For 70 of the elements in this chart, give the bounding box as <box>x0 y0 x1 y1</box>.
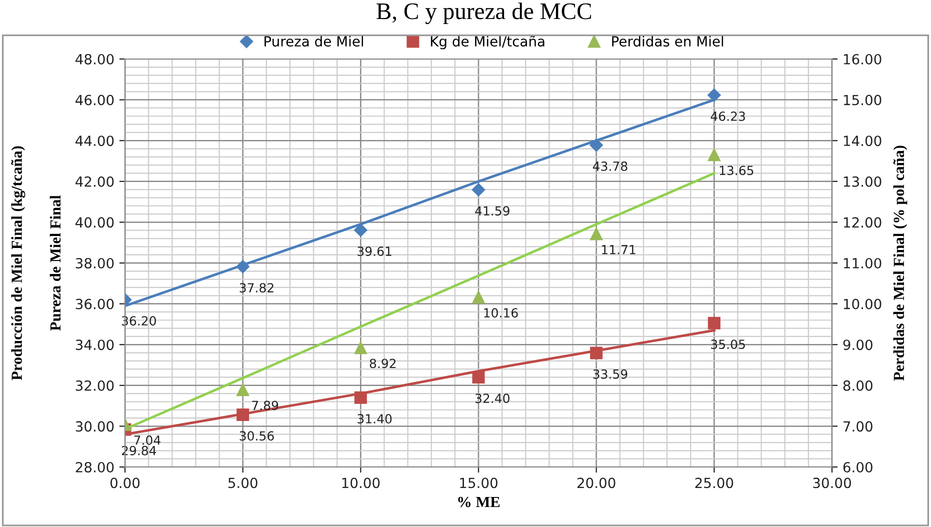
y-tick-label: 32.00 <box>76 380 114 391</box>
x-axis-title: % ME <box>458 496 500 508</box>
data-label: 7.89 <box>252 400 278 410</box>
data-label: 43.78 <box>592 161 628 171</box>
data-label: 13.65 <box>720 166 754 176</box>
point <box>236 408 250 422</box>
data-label: 33.59 <box>593 369 628 379</box>
point <box>590 346 603 360</box>
y-tick-label: 38.00 <box>76 258 114 268</box>
x-tick-label: 10.00 <box>342 478 380 488</box>
y2-tick-label: 6.00 <box>843 462 872 472</box>
y-tick-label: 46.00 <box>76 94 114 106</box>
text: Producción de Miel Final (kg/tcaña) <box>11 146 26 380</box>
y2-tick-label: 8.00 <box>843 380 872 391</box>
y-tick-label: 42.00 <box>76 176 114 187</box>
y-axis-title: Pureza de Miel Final <box>50 195 61 331</box>
data-label: 7.04 <box>134 435 160 445</box>
y2-axis-title: Perdidas de Miel Final (% pol caña) <box>893 146 908 381</box>
data-label: 39.61 <box>358 246 392 256</box>
point <box>354 342 367 354</box>
data-label: 35.05 <box>711 340 745 350</box>
x-tick-label: 0.00 <box>110 478 140 488</box>
point <box>236 260 250 274</box>
y2-tick-label: 11.00 <box>844 258 882 268</box>
y2-tick-label: 15.00 <box>844 94 882 106</box>
point <box>472 183 486 196</box>
data-label: 41.59 <box>475 206 510 216</box>
legend-label: Perdidas en Miel <box>612 36 724 47</box>
x-tick-label: 30.00 <box>813 478 851 488</box>
chart-title: B, C y pureza de MCC <box>376 2 592 24</box>
y-tick-label: 36.00 <box>76 298 114 310</box>
x-tick-label: 5.00 <box>228 478 258 488</box>
y2-tick-label: 16.00 <box>844 54 882 64</box>
y2-tick-label: 9.00 <box>843 340 872 350</box>
y-tick-label: 30.00 <box>76 421 114 432</box>
y-tick-label: 48.00 <box>76 54 114 64</box>
x-tick-label: 15.00 <box>460 478 498 488</box>
data-label: 8.92 <box>370 358 396 368</box>
x-tick-label: 20.00 <box>577 478 616 488</box>
data-label: 30.56 <box>240 431 274 441</box>
data-label: 11.71 <box>602 245 636 254</box>
y2-tick-label: 7.00 <box>844 421 872 432</box>
point <box>708 316 720 330</box>
data-label: 36.20 <box>122 316 156 326</box>
x-tick-label: 25.00 <box>695 478 734 488</box>
data-label: 32.40 <box>475 394 510 404</box>
y2-tick-label: 14.00 <box>844 136 882 146</box>
data-label: 31.40 <box>358 414 392 424</box>
point <box>590 138 603 152</box>
y-tick-label: 44.00 <box>76 136 114 146</box>
y-tick-label: 34.00 <box>76 340 114 350</box>
data-label: 10.16 <box>484 308 518 318</box>
point <box>472 370 485 384</box>
data-label: 37.82 <box>240 283 274 293</box>
point <box>354 391 367 404</box>
point <box>472 291 485 304</box>
point <box>590 228 603 240</box>
point <box>354 224 368 237</box>
y2-tick-label: 10.00 <box>844 298 882 310</box>
y2-tick-label: 12.00 <box>844 217 882 228</box>
point <box>708 88 721 102</box>
y-tick-label: 28.00 <box>76 462 114 472</box>
point <box>236 384 250 396</box>
y-tick-label: 40.00 <box>76 217 114 228</box>
point <box>708 148 720 162</box>
legend-label: Kg de Miel/tcaña <box>430 36 544 50</box>
data-label: 46.23 <box>710 112 745 121</box>
y2-tick-label: 13.00 <box>844 176 882 187</box>
data-label: 29.84 <box>122 446 156 456</box>
legend-label: Pureza de Miel <box>264 36 364 47</box>
